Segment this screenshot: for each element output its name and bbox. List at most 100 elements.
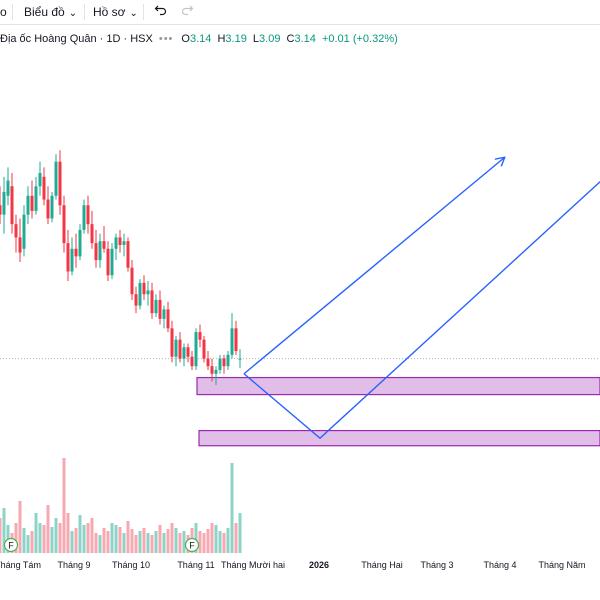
volume-bar	[218, 531, 222, 553]
chevron-down-icon: ⌄	[68, 8, 78, 19]
candle-body	[126, 241, 130, 268]
candle-body	[18, 237, 22, 253]
volume-bar	[134, 535, 138, 553]
volume-bar	[74, 528, 78, 553]
candle-body	[14, 224, 18, 238]
volume-bar	[210, 523, 214, 553]
x-axis-label: Tháng Năm	[538, 560, 585, 570]
chevron-down-icon: ⌄	[129, 8, 138, 19]
redo-icon	[181, 5, 194, 16]
volume-bar	[162, 533, 166, 553]
volume-bar	[38, 523, 42, 553]
candle-body	[50, 195, 54, 219]
financials-marker-icon	[184, 537, 200, 553]
candle-body	[94, 243, 98, 261]
high-label: H	[217, 33, 226, 45]
volume-bar	[18, 501, 22, 553]
volume-bar	[90, 518, 94, 553]
candle-body	[158, 299, 162, 319]
toolbar-left-fragment[interactable]: o	[0, 5, 7, 19]
volume-bar	[82, 525, 86, 553]
candle-body	[118, 237, 122, 245]
candle-body	[166, 309, 170, 329]
candle-body	[46, 199, 50, 219]
x-axis-label: Tháng 10	[112, 560, 150, 570]
candle-body	[62, 205, 66, 244]
candle-body	[190, 356, 194, 367]
volume-bar	[46, 505, 50, 553]
volume-bar	[66, 513, 70, 553]
candle-body	[238, 358, 242, 360]
volume-bar	[202, 533, 206, 553]
candle-body	[10, 186, 14, 225]
volume-bar	[198, 531, 202, 553]
financials-marker-icon	[3, 537, 19, 553]
candle-body	[142, 282, 146, 295]
volume-bar	[86, 523, 90, 553]
volume-bar	[230, 463, 234, 553]
x-axis-label: Tháng 3	[420, 560, 453, 570]
x-axis-label: Tháng Tám	[0, 560, 41, 570]
volume-bar	[70, 531, 74, 553]
low-label: L	[252, 33, 260, 45]
candle-body	[2, 191, 6, 215]
candle-body	[202, 339, 206, 359]
candle-body	[30, 195, 34, 211]
volume-bar	[26, 535, 30, 553]
volume-bar	[166, 529, 170, 553]
redo-button[interactable]	[180, 3, 194, 19]
profile-menu-button[interactable]: Hồ sơ ⌄	[93, 4, 138, 20]
x-axis-label: 2026	[309, 560, 329, 570]
symbol-title[interactable]: Địa ốc Hoàng Quân · 1D · HSX	[0, 33, 153, 45]
volume-bar	[114, 525, 118, 553]
volume-bar	[118, 527, 122, 553]
x-axis-label: Tháng 4	[483, 560, 516, 570]
candle-body	[186, 347, 190, 357]
candle-body	[178, 339, 182, 359]
x-axis-label: Tháng 11	[177, 560, 214, 570]
candle-body	[0, 205, 2, 215]
volume-bar	[138, 531, 142, 553]
chart-menu-button[interactable]: Biểu đồ ⌄	[24, 4, 77, 20]
candle-body	[38, 173, 42, 187]
financials-marker-label: F	[189, 541, 195, 551]
volume-bar	[30, 531, 34, 553]
volume-bar	[182, 531, 186, 553]
close-value: 3.14	[294, 33, 316, 45]
candle-body	[150, 290, 154, 314]
candle-body	[90, 224, 94, 244]
candle-body	[86, 205, 90, 225]
volume-bar	[54, 518, 58, 553]
volume-bar	[214, 525, 218, 553]
volume-bar	[194, 523, 198, 553]
undo-button[interactable]	[154, 3, 168, 19]
candle-body	[230, 328, 234, 355]
volume-bar	[226, 528, 230, 553]
candle-body	[218, 358, 222, 370]
high-value: 3.19	[225, 33, 247, 45]
volume-bar	[158, 525, 162, 553]
volume-bar	[238, 513, 242, 553]
candle-body	[198, 332, 202, 340]
volume-bar	[154, 531, 158, 553]
open-label: O	[181, 33, 190, 45]
candle-body	[194, 332, 198, 367]
support-zone	[198, 429, 600, 447]
candle-body	[146, 290, 150, 295]
x-axis-label: Tháng Hai	[361, 560, 403, 570]
low-value: 3.09	[259, 33, 281, 45]
volume-bar	[94, 533, 98, 553]
projection-arrow	[243, 158, 504, 375]
volume-bar	[58, 523, 62, 553]
x-axis-label: Tháng Mười hai	[221, 560, 285, 570]
volume-bar	[142, 528, 146, 553]
candle-body	[58, 161, 62, 206]
candle-body	[214, 369, 218, 374]
candle-body	[182, 347, 186, 359]
candle-body	[78, 229, 82, 257]
more-options-icon[interactable]: •••	[158, 33, 174, 45]
volume-bar	[178, 533, 182, 553]
candle-body	[34, 186, 38, 211]
volume-bar	[34, 513, 38, 553]
